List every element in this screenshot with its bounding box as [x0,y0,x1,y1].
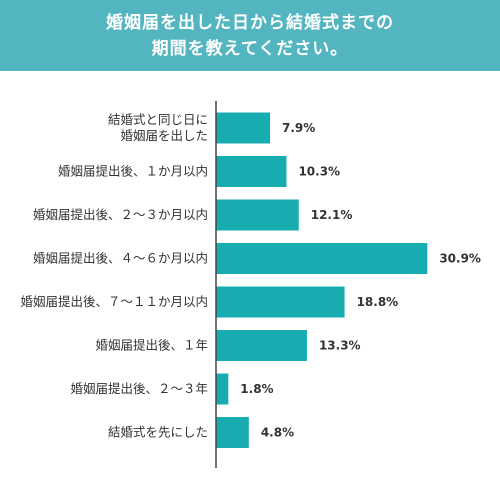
category-label: 結婚式を先にした [108,425,208,440]
category-label: 婚姻届提出後、７〜１１か月以内 [20,294,208,309]
bar [216,373,229,405]
value-label: 30.9% [439,252,481,266]
value-label: 1.8% [240,382,273,396]
value-label: 10.3% [298,165,340,179]
bar [216,112,271,144]
bar [216,330,307,361]
value-label: 4.8% [261,426,294,440]
bar-chart: 7.9% 結婚式と同じ日に婚姻届を出した 10.3% 婚姻届提出後、１か月以内 12.1… [20,101,481,468]
value-label: 7.9% [282,121,315,135]
chart-title-line2: 期間を教えてください。 [151,38,349,59]
chart-title-banner: 婚姻届を出した日から結婚式までの 期間を教えてください。 [0,0,500,71]
category-label: 婚姻届提出後、２〜３か月以内 [33,207,208,222]
value-label: 12.1% [311,208,353,222]
bar [216,417,249,448]
category-label: 婚姻届提出後、４〜６か月以内 [33,251,208,266]
bar [216,156,287,187]
category-label: 婚姻届提出後、１年 [95,338,208,353]
category-label: 婚姻届提出後、１か月以内 [58,164,208,179]
category-label: 結婚式と同じ日に婚姻届を出した [108,112,208,143]
bar [216,286,345,318]
category-label: 婚姻届提出後、２〜３年 [70,381,208,396]
value-label: 18.8% [357,295,399,309]
bar [216,243,428,274]
bar [216,199,299,231]
value-label: 13.3% [319,339,361,353]
chart-title-line1: 婚姻届を出した日から結婚式までの [106,12,394,33]
